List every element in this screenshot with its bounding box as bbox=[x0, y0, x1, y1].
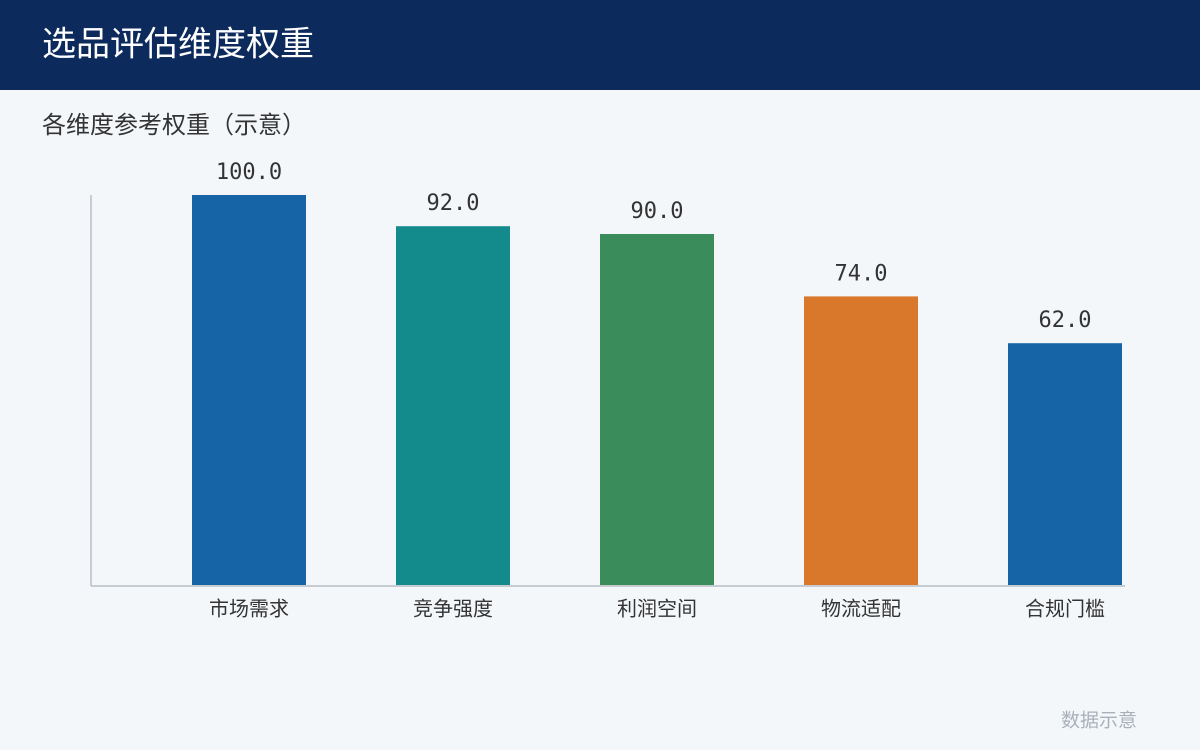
bar bbox=[396, 226, 510, 585]
x-tick-label: 市场需求 bbox=[209, 597, 289, 621]
chart-subtitle: 各维度参考权重（示意） bbox=[42, 111, 306, 139]
x-tick-label: 合规门槛 bbox=[1025, 597, 1105, 621]
bar bbox=[192, 195, 306, 585]
value-label: 100.0 bbox=[216, 160, 282, 185]
value-label: 92.0 bbox=[427, 191, 480, 216]
value-label: 90.0 bbox=[631, 199, 684, 224]
value-label: 74.0 bbox=[835, 261, 888, 286]
value-label: 62.0 bbox=[1039, 308, 1092, 333]
bar bbox=[1008, 343, 1122, 585]
header-bar bbox=[0, 0, 1200, 90]
bar bbox=[804, 296, 918, 585]
bar bbox=[600, 234, 714, 585]
x-tick-label: 物流适配 bbox=[821, 597, 901, 621]
chart-title: 选品评估维度权重 bbox=[42, 25, 314, 65]
x-tick-label: 利润空间 bbox=[617, 597, 697, 621]
x-tick-label: 竞争强度 bbox=[413, 597, 493, 621]
footnote: 数据示意 bbox=[1061, 710, 1137, 732]
